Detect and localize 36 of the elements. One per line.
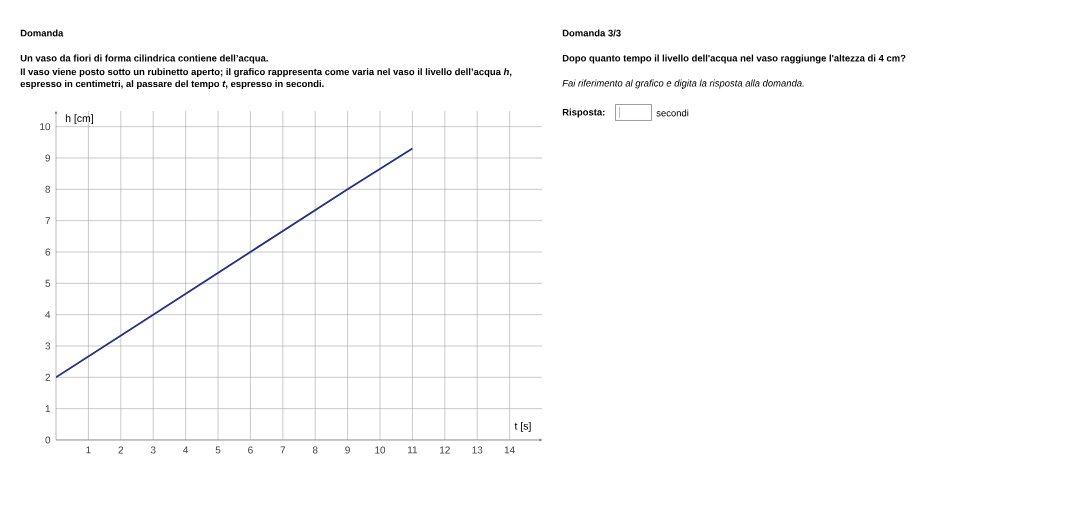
y-tick-label: 8 (45, 185, 51, 193)
x-tick-label: 5 (215, 446, 221, 454)
x-tick-label: 11 (408, 446, 418, 454)
x-tick-label: 1 (86, 446, 91, 454)
x-tick-label: 14 (504, 446, 515, 454)
text: Dopo quanto tempo il livello dell'acqua nel vaso raggiunge l'altezza di 4 cm? (562, 54, 906, 64)
text: Il vaso viene posto sotto un rubinetto aperto; il grafico rappresenta come varia nel vaso il livello dell’acqua h, espresso in centimetri, al passare del tempo t, espresso in secondi. (20, 68, 512, 89)
y-tick-label: 2 (45, 373, 51, 381)
y-tick-label: 5 (45, 279, 51, 287)
x-tick-label: 9 (345, 446, 350, 454)
x-tick-label: 4 (183, 446, 189, 454)
x-tick-label: 3 (150, 446, 156, 454)
x-tick-label: 10 (375, 446, 386, 454)
y-tick-label: 9 (45, 154, 51, 162)
x-tick-label: 2 (118, 446, 124, 454)
y-tick-label: 7 (45, 217, 51, 225)
y-tick-label: 1 (45, 405, 51, 413)
line-series (56, 147, 414, 379)
x-tick-label: 13 (472, 446, 483, 454)
y-tick-label: 3 (45, 342, 51, 350)
x-tick-label: 6 (248, 446, 253, 454)
x-axis-title: t [s] (514, 421, 531, 432)
y-axis-title: h [cm] (65, 114, 93, 125)
text: Risposta: (562, 108, 605, 118)
y-tick-label: 0 (45, 436, 51, 444)
text: Fai riferimento al grafico e digita la risposta alla domanda. (562, 79, 804, 89)
chart-title: Domanda (20, 29, 64, 37)
y-tick-label: 6 (45, 248, 51, 256)
x-tick-label: 12 (440, 446, 450, 454)
y-tick-label: 10 (40, 123, 51, 131)
x-tick-label: 7 (280, 446, 286, 454)
chart-subtitle: Un vaso da fiori di forma cilindrica contiene dell’acqua. (20, 54, 268, 64)
text: Domanda 3/3 (562, 29, 621, 37)
text: secondi (656, 109, 689, 117)
y-tick-label: 4 (45, 311, 51, 319)
x-tick-label: 8 (312, 446, 318, 454)
